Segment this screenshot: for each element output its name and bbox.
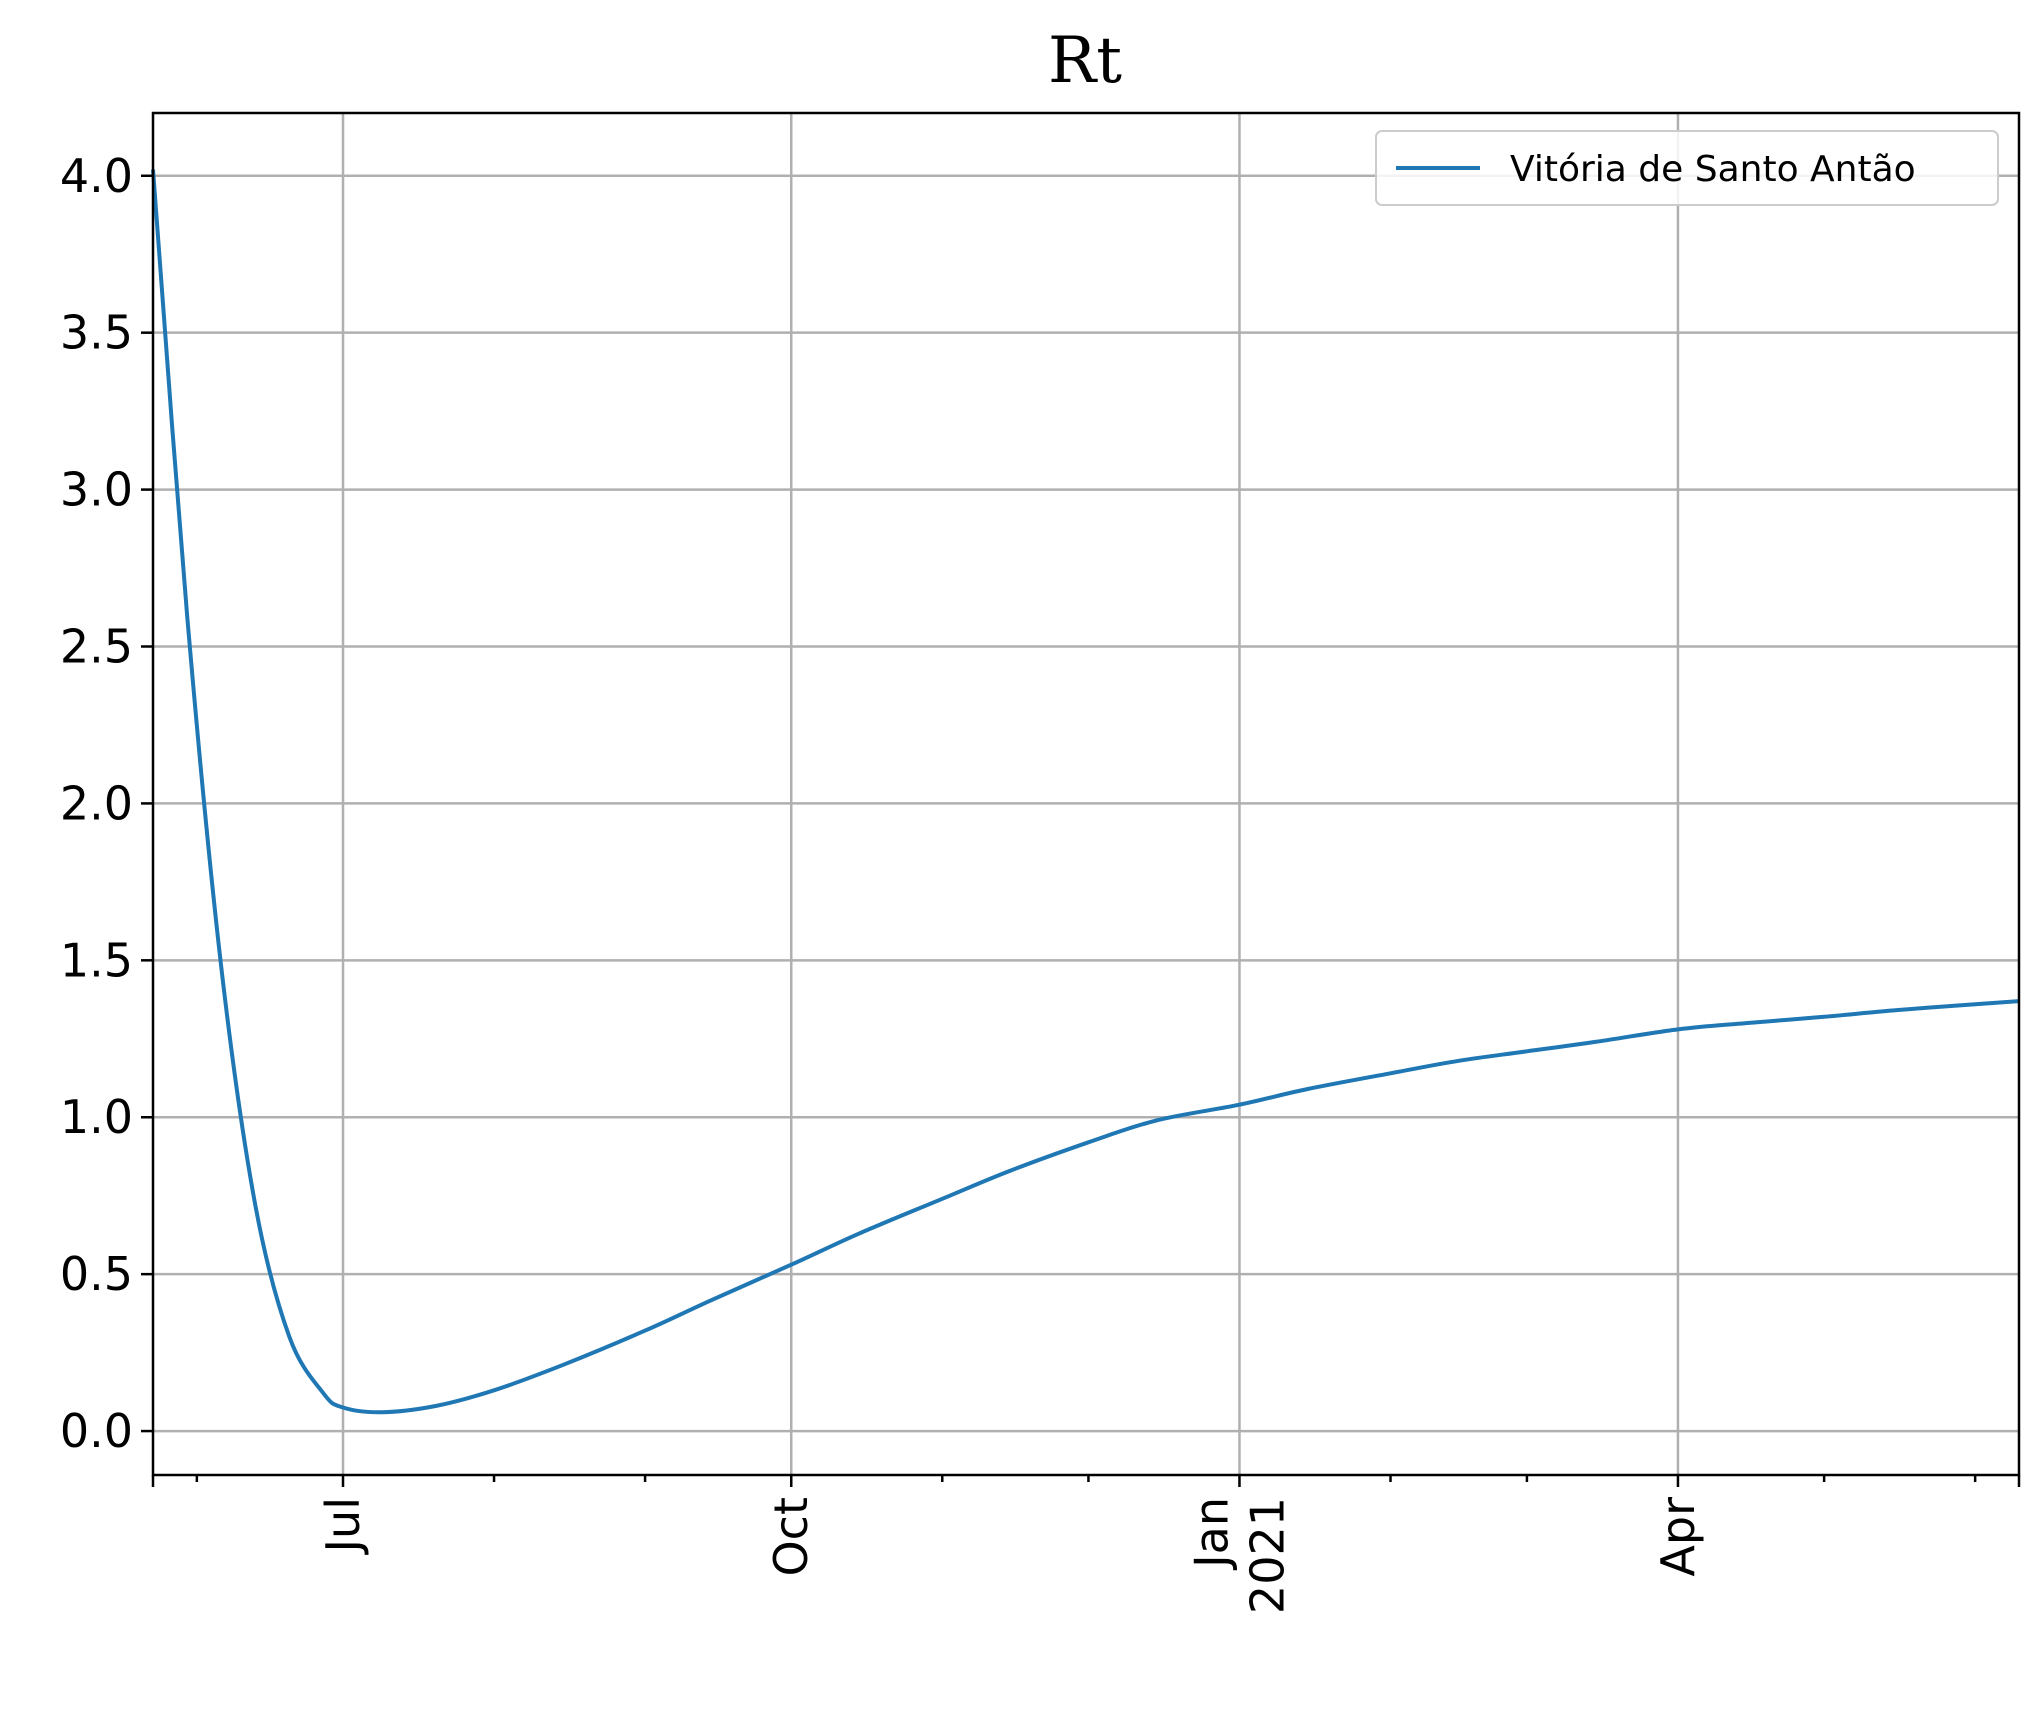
x-tick-label-line: Jan: [1184, 1497, 1238, 1571]
legend-label: Vitória de Santo Antão: [1510, 149, 1916, 190]
y-tick-label: 3.0: [60, 463, 133, 517]
y-tick-label: 2.5: [60, 620, 133, 674]
x-tick-label-line: Oct: [764, 1497, 818, 1577]
y-tick-label: 0.0: [60, 1404, 133, 1458]
chart-title: Rt: [1048, 24, 1122, 98]
y-tick-label: 3.5: [60, 306, 133, 360]
x-tick-label: Apr: [1651, 1497, 1705, 1577]
y-tick-label: 1.5: [60, 933, 133, 987]
y-tick-label: 4.0: [60, 149, 133, 203]
x-tick-label-line: Apr: [1651, 1497, 1705, 1577]
y-axis: 0.0 0.5 1.0 1.5 2.0 2.5 3.0 3.5 4.0: [60, 149, 153, 1458]
x-tick-label-line: Jul: [316, 1497, 370, 1556]
legend-box: [1375, 130, 1999, 206]
x-axis: Jul Oct Jan 2021 Apr: [151, 1475, 2021, 1614]
x-tick-label: Jan 2021: [1184, 1497, 1294, 1614]
x-tick-label-line: 2021: [1240, 1497, 1294, 1614]
y-tick-label: 1.0: [60, 1090, 133, 1144]
y-tick-label: 2.0: [60, 776, 133, 830]
x-tick-label: Jul: [316, 1497, 370, 1556]
legend: Vitória de Santo Antão: [1375, 130, 1999, 206]
series-line-rt: [151, 169, 2020, 1415]
x-tick-label: Oct: [764, 1497, 818, 1577]
y-tick-label: 0.5: [60, 1247, 133, 1301]
series-layer: [151, 169, 2020, 1415]
plot-frame: [151, 111, 2021, 1477]
grid-layer: [153, 113, 2019, 1475]
